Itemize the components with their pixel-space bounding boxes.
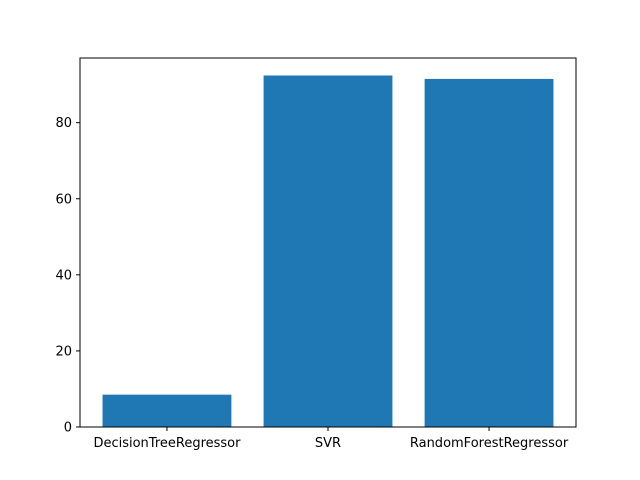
x-tick-label: DecisionTreeRegressor — [93, 436, 241, 451]
y-tick-label: 0 — [64, 421, 72, 436]
y-tick-label: 40 — [55, 268, 72, 283]
bar-decisiontreeregressor — [102, 394, 232, 427]
bar-svr — [263, 75, 393, 428]
y-tick-label: 60 — [55, 192, 72, 207]
y-axis-ticks: 0 20 40 60 80 — [55, 116, 80, 436]
bar-randomforestregressor — [424, 78, 554, 428]
bars-group — [102, 75, 554, 428]
x-tick-label: RandomForestRegressor — [410, 436, 569, 451]
y-tick-label: 80 — [55, 116, 72, 131]
x-tick-label: SVR — [315, 436, 341, 451]
y-tick-label: 20 — [55, 344, 72, 359]
plot-frame — [79, 57, 577, 428]
x-axis-ticks: DecisionTreeRegressor SVR RandomForestRegr… — [93, 427, 569, 451]
